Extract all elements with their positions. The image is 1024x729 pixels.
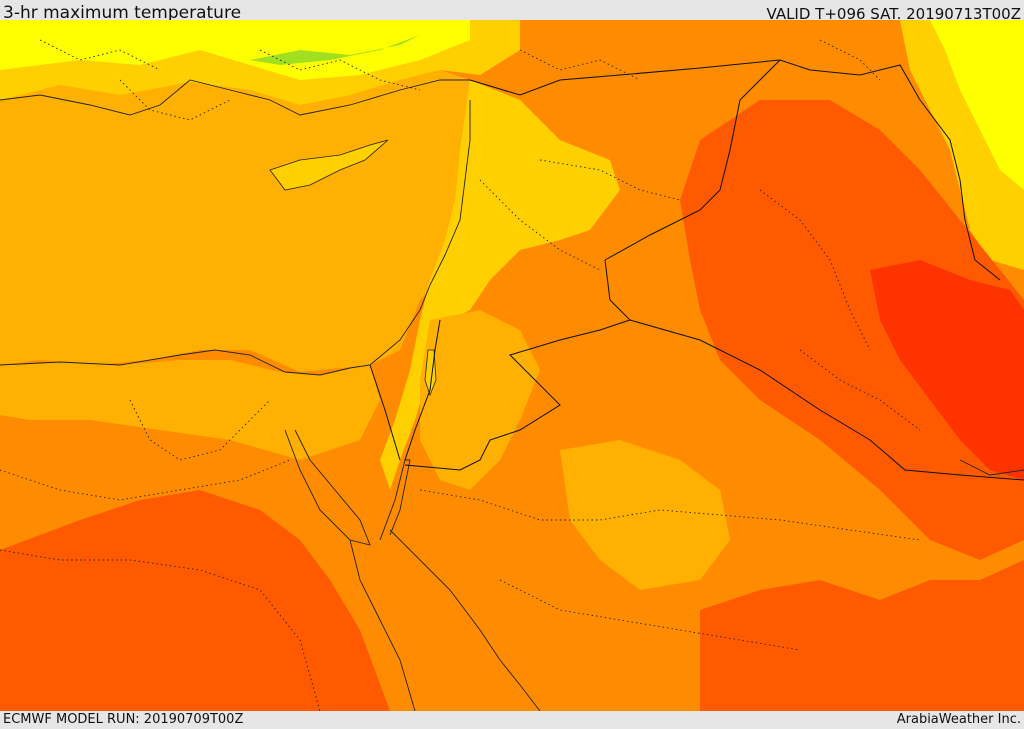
egypt-north-orange bbox=[0, 360, 380, 460]
model-run-label: ECMWF MODEL RUN: 20190709T00Z bbox=[3, 712, 244, 727]
cyprus-island bbox=[269, 139, 389, 191]
mediterranean-sea bbox=[0, 70, 470, 372]
header-bar bbox=[0, 0, 1024, 20]
border-jordan-saudi bbox=[404, 259, 631, 471]
gulf-of-suez bbox=[284, 429, 371, 546]
credit-label: ArabiaWeather Inc. bbox=[896, 712, 1021, 727]
arabia-light-orange-1 bbox=[560, 440, 730, 590]
border-jordan-israel bbox=[404, 319, 441, 461]
border-egypt-israel bbox=[369, 364, 401, 461]
iraq-dark-orange bbox=[680, 100, 1024, 560]
valid-time: VALID T+096 SAT. 20190713T00Z bbox=[766, 5, 1021, 23]
gulf-of-aqaba bbox=[379, 459, 411, 541]
border-turkey-syria bbox=[469, 59, 921, 101]
footer-bar bbox=[0, 711, 1024, 729]
cool-northeast-yellow bbox=[930, 20, 1024, 190]
green-patch bbox=[250, 35, 420, 65]
temperature-map bbox=[0, 20, 1024, 711]
coastline-turkey bbox=[0, 79, 470, 116]
border-iraq-iran bbox=[919, 99, 1001, 281]
coastline-egypt bbox=[0, 100, 471, 376]
red-sea-coast-west bbox=[349, 539, 416, 711]
iraq-red-core bbox=[870, 260, 1024, 480]
red-sea-coast-east bbox=[389, 529, 541, 711]
levant-coast-yellow bbox=[380, 80, 620, 490]
cool-north-band-yellow bbox=[0, 20, 470, 80]
map-title: 3-hr maximum temperature bbox=[3, 3, 242, 23]
arabia-dark-orange-se bbox=[700, 560, 1024, 711]
egypt-dark-orange bbox=[0, 490, 390, 711]
border-syria-iraq bbox=[604, 59, 781, 261]
internal-boundaries bbox=[0, 39, 921, 711]
persian-gulf-coast bbox=[959, 459, 1024, 476]
border-iraq-saudi bbox=[629, 319, 1024, 481]
